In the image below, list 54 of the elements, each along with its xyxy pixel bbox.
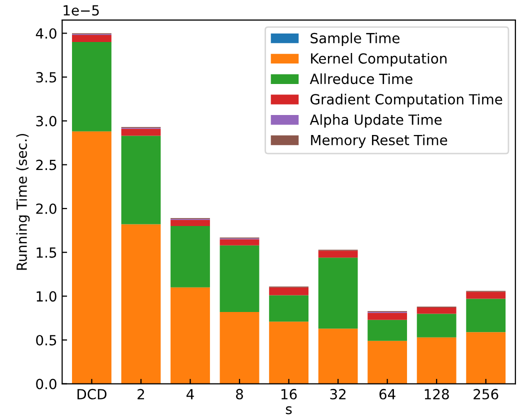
bar [269, 322, 308, 384]
bar [466, 332, 506, 384]
bar [466, 292, 506, 299]
bar [121, 136, 161, 224]
bar [416, 308, 456, 314]
x-tick-label: 256 [474, 388, 498, 400]
x-axis-title: s [286, 406, 292, 414]
y-tick-label: 1.5 [36, 248, 56, 258]
bar [170, 287, 210, 384]
bar [220, 245, 260, 312]
y-tick-label: 0.0 [36, 378, 56, 390]
bar [269, 295, 308, 322]
legend-label: Memory Reset Time [311, 134, 448, 148]
bar [466, 298, 506, 332]
x-tick-label: 64 [379, 388, 396, 400]
x-tick-label: 128 [424, 388, 449, 400]
bar [170, 226, 210, 288]
x-tick-label: 8 [236, 388, 243, 400]
legend-label: Gradient Computation Time [310, 94, 502, 108]
x-tick-label: 16 [281, 388, 297, 400]
x-tick-label: 32 [330, 388, 346, 400]
bar [416, 337, 456, 384]
bar [318, 258, 358, 329]
bar [368, 320, 408, 341]
bar [269, 287, 308, 296]
bar [121, 224, 161, 384]
bar [368, 340, 408, 384]
y-tick-label: 0.5 [36, 334, 56, 346]
y-tick-label: 2.0 [36, 204, 56, 214]
y-tick-label: 4.0 [36, 28, 56, 39]
bar [170, 220, 210, 226]
bar [72, 42, 112, 132]
bar [368, 312, 408, 320]
bar [416, 314, 456, 338]
bar [318, 250, 358, 258]
text: 1e−5 [64, 5, 99, 16]
bar [72, 131, 112, 384]
legend-label: Sample Time [310, 32, 400, 46]
y-tick-label: 2.5 [36, 160, 56, 170]
bar [121, 128, 161, 136]
y-tick-label: 3.0 [36, 116, 56, 126]
legend-label: Alpha Update Time [310, 114, 442, 128]
bar [220, 239, 260, 246]
y-axis-title: Running Time (sec.) [16, 134, 30, 270]
x-tick-label: DCD [78, 388, 106, 400]
y-tick-label: 3.5 [36, 72, 56, 83]
bar [220, 312, 260, 384]
y-tick-label: 1.0 [36, 291, 56, 302]
bar [318, 328, 358, 384]
bar [72, 35, 112, 42]
x-tick-label: 4 [186, 389, 194, 400]
legend-label: Kernel Computation [311, 53, 447, 66]
x-tick-label: 2 [138, 388, 144, 400]
legend-label: Allreduce Time [310, 73, 412, 84]
